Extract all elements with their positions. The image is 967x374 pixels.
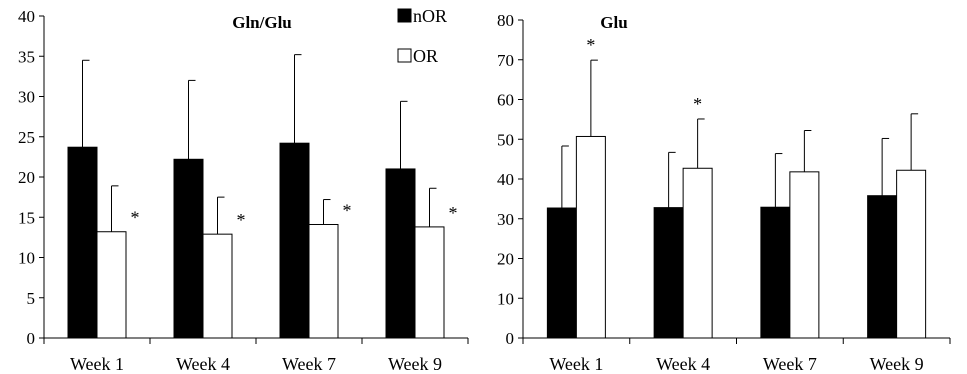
y-tick-label: 30 [497, 210, 514, 229]
y-tick-label: 80 [497, 11, 514, 30]
x-category-label: Week 4 [656, 354, 710, 374]
significance-marker: * [449, 203, 458, 223]
x-category-label: Week 9 [388, 354, 442, 374]
bar-or-3 [308, 223, 339, 339]
bar-nor-3 [279, 142, 310, 339]
y-tick-label: 25 [18, 128, 35, 147]
legend-label-or: OR [413, 46, 438, 66]
bar-nor-3 [760, 206, 791, 339]
significance-marker: * [237, 210, 246, 230]
y-tick-label: 35 [18, 47, 35, 66]
y-tick-label: 40 [18, 7, 35, 26]
y-tick-label: 40 [497, 170, 514, 189]
y-tick-label: 60 [497, 91, 514, 110]
chart-panel-1: 0 5 10 15 20 25 30 35 40 Week 1 Week 4 Week 7 Week 9… [18, 6, 469, 374]
bar-or-2 [682, 167, 713, 339]
x-category-label: Week 1 [549, 354, 603, 374]
y-tick-label: 50 [497, 130, 514, 149]
legend-swatch-or [397, 48, 412, 63]
y-tick-label: 10 [497, 289, 514, 308]
legend-swatch-nor [397, 8, 412, 23]
y-tick-label: 30 [18, 88, 35, 107]
x-category-label: Week 7 [282, 354, 336, 374]
significance-marker: * [343, 200, 352, 220]
bar-nor-2 [653, 207, 684, 339]
legend-label-nor: nOR [413, 6, 447, 26]
x-category-label: Week 7 [763, 354, 817, 374]
bar-or-2 [202, 233, 233, 339]
y-tick-label: 15 [18, 208, 35, 227]
y-tick-label: 70 [497, 51, 514, 70]
significance-marker: * [693, 94, 702, 114]
bar-or-1 [575, 135, 606, 339]
chart-panel-2: 0 10 20 30 40 50 60 70 80 Week 1 Week 4 Week 7 Week … [497, 11, 951, 374]
chart-title: Gln/Glu [232, 13, 292, 32]
bar-or-4 [896, 169, 927, 339]
bar-or-1 [96, 231, 127, 339]
bar-or-4 [414, 226, 445, 339]
y-tick-label: 10 [18, 249, 35, 268]
chart-title: Glu [600, 13, 627, 32]
significance-marker: * [131, 208, 140, 228]
bar-nor-4 [385, 168, 416, 339]
y-tick-label: 0 [506, 329, 515, 348]
bar-or-3 [789, 171, 820, 339]
y-tick-label: 5 [27, 289, 36, 308]
bar-nor-2 [173, 158, 204, 339]
bar-nor-1 [546, 207, 577, 339]
bar-nor-4 [867, 195, 898, 339]
y-tick-label: 20 [497, 250, 514, 269]
y-tick-label: 0 [27, 329, 36, 348]
x-category-label: Week 4 [176, 354, 230, 374]
y-tick-label: 20 [18, 168, 35, 187]
bar-nor-1 [67, 146, 98, 339]
x-category-label: Week 9 [870, 354, 924, 374]
significance-marker: * [586, 35, 595, 55]
x-category-label: Week 1 [70, 354, 124, 374]
